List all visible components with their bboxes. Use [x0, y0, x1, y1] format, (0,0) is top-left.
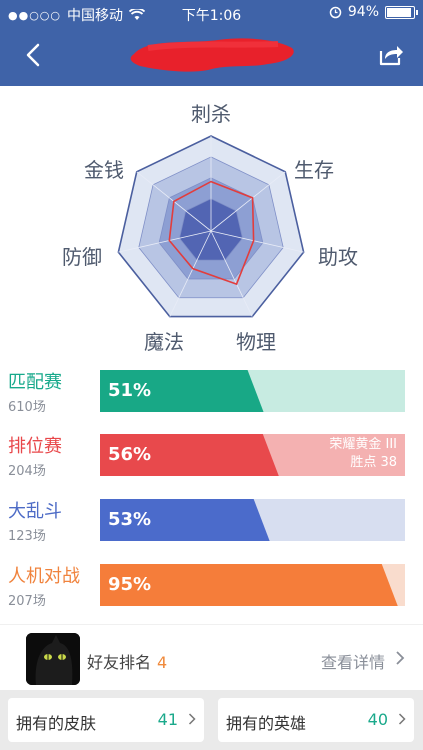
owned-heroes-button[interactable]: 拥有的英雄 40	[218, 698, 414, 742]
friend-ranking-text: 好友排名	[87, 653, 152, 672]
mode-count: 123场	[8, 529, 46, 544]
alarm-icon	[329, 6, 342, 18]
owned-heroes-label: 拥有的英雄	[226, 714, 307, 733]
axis-label-kill: 刺杀	[191, 102, 231, 126]
mode-row-match[interactable]: 匹配赛 610场 51%	[0, 368, 423, 428]
winrate-fill	[100, 370, 264, 412]
winrate-fill	[100, 499, 270, 541]
winrate-fill	[100, 434, 279, 476]
mode-count: 207场	[8, 594, 46, 609]
mode-name: 匹配赛	[8, 372, 62, 393]
chevron-right-icon	[188, 713, 196, 725]
friend-ranking-number: 4	[157, 653, 168, 672]
winrate-fill	[100, 564, 398, 606]
owned-skins-label: 拥有的皮肤	[16, 714, 97, 733]
radar-spoke	[169, 230, 212, 317]
radar-graphic	[117, 135, 305, 318]
mode-row-ai[interactable]: 人机对战 207场 95%	[0, 562, 423, 622]
rank-info: 荣耀黄金 III 胜点 38	[329, 436, 397, 472]
winrate-percent: 51%	[108, 380, 152, 401]
header: ●●○○○ 中国移动 下午1:06 94%	[0, 0, 423, 86]
axis-label-physical: 物理	[236, 330, 276, 354]
winrate-bar: 56% 荣耀黄金 III 胜点 38	[100, 434, 405, 476]
winrate-percent: 56%	[108, 444, 152, 465]
axis-label-magic: 魔法	[144, 330, 184, 354]
winrate-bar: 95%	[100, 564, 405, 606]
radar-spoke	[118, 230, 212, 253]
mode-row-brawl[interactable]: 大乱斗 123场 53%	[0, 497, 423, 557]
axis-label-assist: 助攻	[318, 245, 358, 269]
winrate-bar: 53%	[100, 499, 405, 541]
avatar	[26, 633, 80, 685]
mode-row-ranked[interactable]: 排位赛 204场 56% 荣耀黄金 III 胜点 38	[0, 432, 423, 492]
status-time: 下午1:06	[181, 8, 242, 24]
winrate-percent: 53%	[108, 509, 152, 530]
owned-skins-button[interactable]: 拥有的皮肤 41	[8, 698, 204, 742]
radar-stat-line	[168, 180, 255, 286]
redacted-title	[130, 38, 294, 72]
radar-spoke	[210, 230, 253, 317]
battery-percent: 94%	[347, 4, 379, 20]
mode-name: 排位赛	[8, 436, 62, 457]
axis-label-survival: 生存	[294, 158, 334, 182]
back-button[interactable]	[18, 40, 48, 70]
chevron-right-icon	[396, 651, 405, 665]
status-bar: ●●○○○ 中国移动 下午1:06 94%	[0, 0, 423, 28]
axis-label-money: 金钱	[84, 158, 124, 182]
battery-icon	[385, 5, 418, 19]
rank-tier: 荣耀黄金 III	[329, 437, 397, 452]
share-button[interactable]	[377, 42, 405, 68]
friend-ranking-label: 好友排名 4	[87, 649, 167, 673]
mode-name: 大乱斗	[8, 501, 62, 522]
wifi-icon	[129, 9, 145, 20]
carrier-label: 中国移动	[67, 8, 123, 24]
bottom-bar: 拥有的皮肤 41 拥有的英雄 40	[0, 690, 423, 750]
nav-bar	[0, 28, 423, 86]
radar-chart: 刺杀 生存 助攻 物理 魔法 防御 金钱	[0, 86, 423, 368]
winrate-percent: 95%	[108, 574, 152, 595]
radar-spoke	[210, 230, 304, 253]
view-details-link[interactable]: 查看详情	[320, 653, 385, 672]
radar-spoke	[210, 171, 286, 232]
friend-ranking-row[interactable]: 好友排名 4 查看详情	[0, 624, 423, 690]
winrate-bar: 51%	[100, 370, 405, 412]
owned-heroes-count: 40	[367, 710, 388, 729]
mode-name: 人机对战	[8, 566, 80, 587]
axis-label-defense: 防御	[62, 245, 102, 269]
mode-count: 204场	[8, 464, 46, 479]
signal-icon: ●●○○○	[8, 8, 61, 22]
mode-count: 610场	[8, 400, 46, 415]
chevron-right-icon	[398, 713, 406, 725]
rank-points: 胜点 38	[350, 455, 397, 470]
owned-skins-count: 41	[157, 710, 178, 729]
